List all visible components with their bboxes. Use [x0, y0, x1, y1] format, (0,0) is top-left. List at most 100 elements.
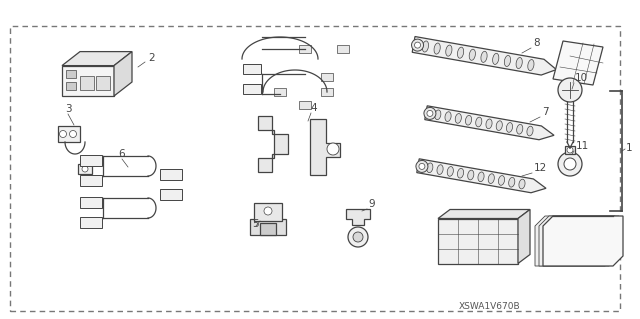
- Bar: [78, 164, 92, 174]
- Bar: [299, 45, 311, 53]
- Polygon shape: [62, 66, 114, 96]
- Bar: [96, 76, 110, 90]
- Bar: [299, 101, 311, 109]
- Ellipse shape: [435, 110, 441, 120]
- Ellipse shape: [499, 175, 504, 185]
- Text: 4: 4: [310, 103, 317, 113]
- Bar: [260, 223, 276, 235]
- Polygon shape: [412, 37, 556, 75]
- Polygon shape: [62, 52, 132, 66]
- Text: 10: 10: [575, 73, 588, 83]
- Ellipse shape: [455, 114, 461, 123]
- Ellipse shape: [504, 56, 511, 66]
- Bar: [321, 88, 333, 96]
- Circle shape: [327, 143, 339, 155]
- Circle shape: [564, 158, 576, 170]
- Circle shape: [264, 207, 272, 215]
- Circle shape: [558, 78, 582, 102]
- Polygon shape: [425, 106, 554, 140]
- Text: XSWA1V670B: XSWA1V670B: [459, 302, 521, 311]
- Bar: [58, 126, 80, 142]
- Polygon shape: [535, 216, 615, 266]
- Bar: [80, 155, 102, 166]
- Bar: [438, 219, 518, 263]
- Polygon shape: [518, 210, 530, 263]
- Text: 7: 7: [542, 107, 548, 117]
- Ellipse shape: [416, 160, 428, 172]
- Circle shape: [567, 147, 573, 153]
- Polygon shape: [258, 116, 288, 172]
- Text: 5: 5: [252, 219, 259, 229]
- Ellipse shape: [422, 41, 429, 52]
- Ellipse shape: [465, 115, 472, 125]
- Bar: [80, 76, 94, 90]
- Bar: [66, 70, 76, 78]
- Ellipse shape: [427, 110, 433, 116]
- Ellipse shape: [447, 167, 453, 176]
- Ellipse shape: [481, 51, 487, 63]
- Text: 6: 6: [118, 149, 125, 159]
- Bar: [160, 189, 182, 200]
- Polygon shape: [417, 159, 546, 193]
- Bar: [160, 169, 182, 180]
- Ellipse shape: [516, 124, 523, 134]
- Polygon shape: [553, 41, 603, 85]
- Ellipse shape: [445, 112, 451, 122]
- Ellipse shape: [488, 174, 494, 183]
- Text: 12: 12: [534, 163, 547, 173]
- Ellipse shape: [434, 43, 440, 54]
- Ellipse shape: [528, 60, 534, 70]
- Ellipse shape: [427, 163, 433, 173]
- Text: 9: 9: [368, 199, 374, 209]
- Ellipse shape: [496, 121, 502, 130]
- Bar: [243, 84, 261, 94]
- Text: 1: 1: [626, 143, 632, 153]
- Bar: [80, 197, 102, 208]
- Polygon shape: [310, 119, 340, 175]
- Ellipse shape: [506, 122, 513, 132]
- Bar: [80, 175, 102, 186]
- Circle shape: [82, 166, 88, 172]
- Ellipse shape: [509, 177, 515, 187]
- Polygon shape: [543, 216, 623, 266]
- Circle shape: [353, 232, 363, 242]
- Ellipse shape: [476, 117, 482, 127]
- Text: 8: 8: [533, 38, 540, 48]
- Bar: [274, 88, 286, 96]
- Bar: [254, 203, 282, 221]
- Text: 2: 2: [148, 53, 155, 63]
- Ellipse shape: [437, 165, 443, 174]
- Text: 11: 11: [576, 141, 589, 151]
- Ellipse shape: [424, 108, 436, 119]
- Circle shape: [348, 227, 368, 247]
- Polygon shape: [539, 216, 619, 266]
- Polygon shape: [438, 210, 530, 219]
- Ellipse shape: [493, 53, 499, 64]
- Ellipse shape: [445, 45, 452, 56]
- Bar: [337, 45, 349, 53]
- Bar: [243, 64, 261, 74]
- Bar: [565, 146, 575, 154]
- Ellipse shape: [469, 49, 476, 60]
- Ellipse shape: [412, 39, 424, 51]
- Ellipse shape: [486, 119, 492, 129]
- Ellipse shape: [458, 47, 464, 58]
- Polygon shape: [114, 52, 132, 96]
- Circle shape: [60, 130, 67, 137]
- Ellipse shape: [527, 126, 533, 136]
- Ellipse shape: [516, 57, 522, 69]
- Bar: [250, 219, 286, 235]
- Bar: [80, 217, 102, 228]
- Ellipse shape: [419, 163, 425, 169]
- Circle shape: [70, 130, 77, 137]
- Ellipse shape: [519, 179, 525, 189]
- Ellipse shape: [468, 170, 474, 180]
- Bar: [66, 82, 76, 90]
- Text: 3: 3: [65, 104, 72, 114]
- Ellipse shape: [415, 42, 420, 48]
- Ellipse shape: [458, 168, 463, 178]
- Polygon shape: [346, 209, 370, 225]
- Ellipse shape: [478, 172, 484, 182]
- Circle shape: [558, 152, 582, 176]
- Bar: [321, 73, 333, 81]
